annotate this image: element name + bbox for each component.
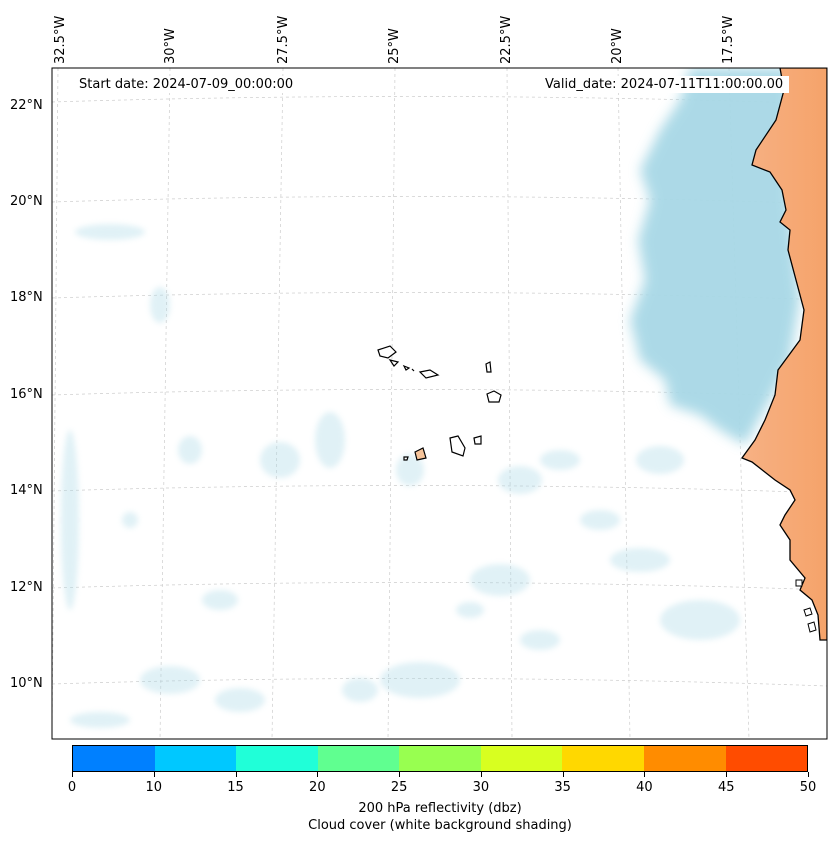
colorbar-tick-mark — [644, 772, 646, 777]
colorbar-segment — [562, 746, 644, 771]
colorbar-tick-label: 15 — [227, 780, 244, 795]
colorbar-tick-label: 25 — [390, 780, 408, 795]
colorbar-tick-mark — [235, 772, 237, 777]
colorbar-segment — [154, 746, 237, 771]
colorbar-tick-mark — [399, 772, 401, 777]
colorbar-tick-label: 40 — [636, 780, 653, 795]
colorbar-tick-mark — [72, 772, 73, 777]
colorbar-tick-label: 50 — [799, 780, 817, 795]
cape-verde-islands — [377, 345, 502, 461]
lat-label: 16°N — [10, 387, 43, 402]
colorbar-segment — [236, 746, 318, 771]
colorbar-segment — [399, 746, 481, 771]
lon-label: 17.5°W — [721, 15, 736, 64]
colorbar-tick-label: 30 — [472, 780, 490, 795]
colorbar-tick-label: 20 — [309, 780, 326, 795]
colorbar-tick-label: 10 — [145, 780, 163, 795]
colorbar-tick-label: 45 — [717, 780, 735, 795]
start-date-label: Start date: 2024-07-09_00:00:00 — [73, 76, 300, 93]
lat-label: 12°N — [10, 580, 43, 595]
lat-label: 20°N — [10, 194, 43, 209]
lon-label: 32.5°W — [53, 15, 68, 64]
lat-label: 22°N — [10, 98, 43, 113]
colorbar-segment — [725, 746, 808, 771]
colorbar-tick-mark — [808, 772, 809, 777]
colorbar-tick-mark — [562, 772, 564, 777]
valid-date-label: Valid_date: 2024-07-11T11:00:00.00 — [539, 76, 790, 93]
lon-label: 30°W — [163, 28, 178, 64]
colorbar-tick-mark — [153, 772, 155, 777]
colorbar-tick-mark — [726, 772, 728, 777]
lon-label: 27.5°W — [276, 15, 291, 64]
lat-label: 14°N — [10, 483, 43, 498]
colorbar-label: 200 hPa reflectivity (dbz) — [358, 801, 522, 816]
colorbar-tick-mark — [480, 772, 482, 777]
lat-label: 18°N — [10, 290, 43, 305]
lat-label: 10°N — [10, 676, 43, 691]
colorbar-segment — [73, 746, 155, 771]
lon-label: 20°W — [610, 28, 625, 64]
colorbar-tick-label: 0 — [67, 780, 77, 795]
colorbar-segment — [643, 746, 726, 771]
map-frame — [51, 67, 828, 740]
colorbar-sublabel: Cloud cover (white background shading) — [308, 818, 572, 833]
lon-label: 25°W — [387, 28, 402, 64]
africa-landmass — [740, 68, 827, 641]
colorbar-segment — [317, 746, 400, 771]
colorbar-tick-mark — [317, 772, 319, 777]
bijagos-islands — [795, 579, 817, 633]
colorbar-segment — [480, 746, 563, 771]
colorbar — [72, 745, 808, 772]
colorbar-tick-label: 35 — [554, 780, 571, 795]
lon-label: 22.5°W — [499, 15, 514, 64]
